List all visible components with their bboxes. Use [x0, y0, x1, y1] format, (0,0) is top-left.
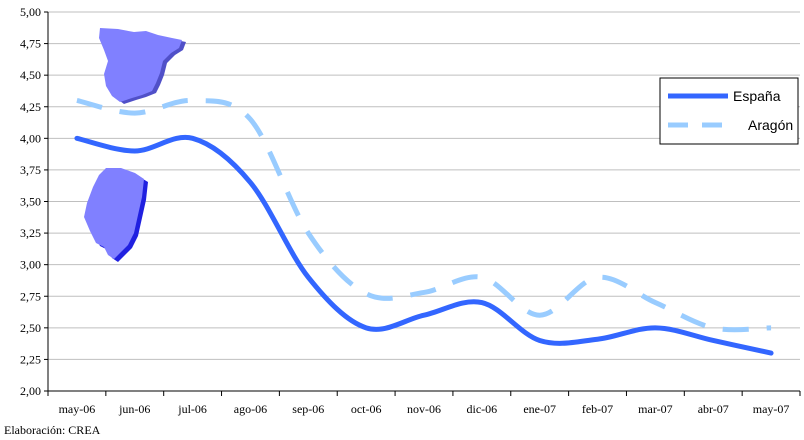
x-tick-label: mar-07 [638, 402, 672, 416]
x-tick-label: may-06 [59, 402, 96, 416]
x-axis: may-06 jun-06 jul-06 ago-06 sep-06 oct-06 nov-… [47, 390, 801, 416]
x-tick-label: sep-06 [292, 402, 324, 416]
x-tick-label: ago-06 [234, 402, 267, 416]
y-tick-label: 4,50 [20, 68, 41, 82]
y-tick-label: 2,25 [20, 352, 41, 366]
spain-map-icon [99, 28, 186, 104]
x-tick-label: dic-06 [467, 402, 498, 416]
series-line-0 [74, 134, 774, 356]
y-tick-label: 3,75 [20, 163, 41, 177]
y-tick-label: 3,25 [20, 226, 41, 240]
x-tick-label: ene-07 [523, 402, 556, 416]
y-tick-label: 4,75 [20, 37, 41, 51]
y-tick-label: 4,00 [20, 131, 41, 145]
x-tick-label: abr-07 [698, 402, 729, 416]
x-tick-label: oct-06 [351, 402, 382, 416]
legend: España Aragón [659, 77, 799, 145]
aragon-map-icon [84, 168, 148, 262]
y-tick-label: 3,50 [20, 195, 41, 209]
y-tick-label: 2,75 [20, 289, 41, 303]
x-tick-label: jun-06 [118, 402, 150, 416]
y-tick-label: 2,50 [20, 321, 41, 335]
x-tick-label: jul-06 [177, 402, 207, 416]
source-note: Elaboración: CREA [4, 423, 101, 437]
y-tick-label: 3,00 [20, 258, 41, 272]
x-tick-label: nov-06 [407, 402, 441, 416]
y-tick-label: 5,00 [20, 5, 41, 19]
y-tick-label: 4,25 [20, 100, 41, 114]
legend-label-espana: España [733, 88, 781, 104]
legend-box [659, 77, 799, 145]
y-axis: 2,00 2,25 2,50 2,75 3,00 3,25 3,50 3,75 4,00 4,25… [20, 5, 49, 398]
x-tick-label: feb-07 [582, 402, 613, 416]
x-tick-label: may-07 [753, 402, 790, 416]
y-tick-label: 2,00 [20, 384, 41, 398]
series-line-1 [76, 97, 772, 333]
series-layer [74, 97, 774, 356]
legend-label-aragon: Aragón [748, 117, 793, 133]
